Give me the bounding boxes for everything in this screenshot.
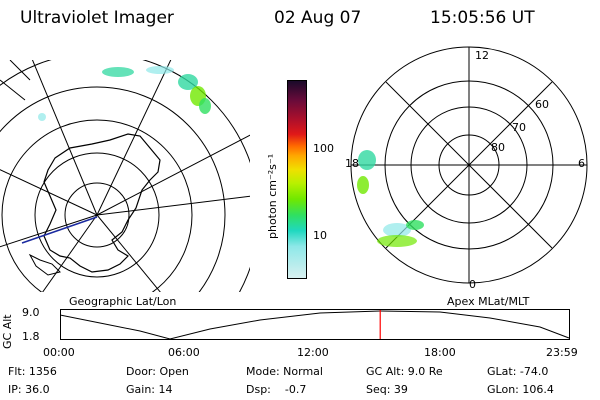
altitude-ylabel: GC Alt [1,314,14,349]
magnetic-map [350,46,588,284]
info-door: Door: Open [126,365,189,378]
mlat-label-60: 60 [535,98,549,111]
geographic-map [0,60,250,292]
info-glon: GLon: 106.4 [487,383,554,396]
info-ip: IP: 36.0 [8,383,50,396]
info-gain: Gain: 14 [126,383,173,396]
coastline [0,60,31,101]
altitude-xtick: 06:00 [168,346,200,359]
lon-line [96,134,250,216]
altitude-xtick: 18:00 [424,346,456,359]
mlat-label-70: 70 [512,121,526,134]
magnetic-caption: Apex MLat/MLT [447,295,530,308]
lon-line [96,60,172,216]
altitude-xtick: 12:00 [297,346,329,359]
lon-line [0,169,98,216]
colorbar-tick-label: 100 [313,142,334,155]
colorbar-unit-label: photon cm⁻²s⁻¹ [266,153,279,239]
mlt-label-12: 12 [475,49,489,62]
lat-circle [64,182,130,248]
lon-line [31,60,98,216]
info-flt: Flt: 1356 [8,365,57,378]
mlt-label-0: 0 [469,278,476,291]
info-gcalt: GC Alt: 9.0 Re [366,365,443,378]
lon-line [96,195,250,216]
coastline [28,253,61,276]
altitude-xtick: 23:59 [546,346,578,359]
instrument-title: Ultraviolet Imager [20,8,174,28]
mlt-label-6: 6 [578,157,585,170]
altitude-plot [60,309,570,340]
lon-line [96,214,161,292]
mlt-label-18: 18 [345,157,359,170]
info-glat: GLat: -74.0 [487,365,549,378]
lat-circle [1,119,193,292]
info-mode: Mode: Normal [246,365,323,378]
aurora-emission [357,150,424,247]
orbit-track [21,216,98,244]
lat-circle [0,86,226,292]
lat-circle [0,60,250,292]
info-dsp: Dsp: -0.7 [246,383,307,396]
info-seq: Seq: 39 [366,383,408,396]
continent-outline [43,133,161,273]
time-label: 15:05:56 UT [430,8,535,28]
altitude-curve [60,310,570,340]
altitude-ytick: 9.0 [22,306,40,319]
mlat-label-80: 80 [491,141,505,154]
colorbar [287,80,307,279]
geographic-caption: Geographic Lat/Lon [69,295,177,308]
aurora-emission [38,66,211,121]
colorbar-tick-label: 10 [313,229,327,242]
lat-circle [34,152,160,278]
altitude-xtick: 00:00 [43,346,75,359]
date-label: 02 Aug 07 [274,8,362,28]
lon-line [0,214,98,248]
lon-line [42,214,98,292]
altitude-ytick: 1.8 [22,330,40,343]
